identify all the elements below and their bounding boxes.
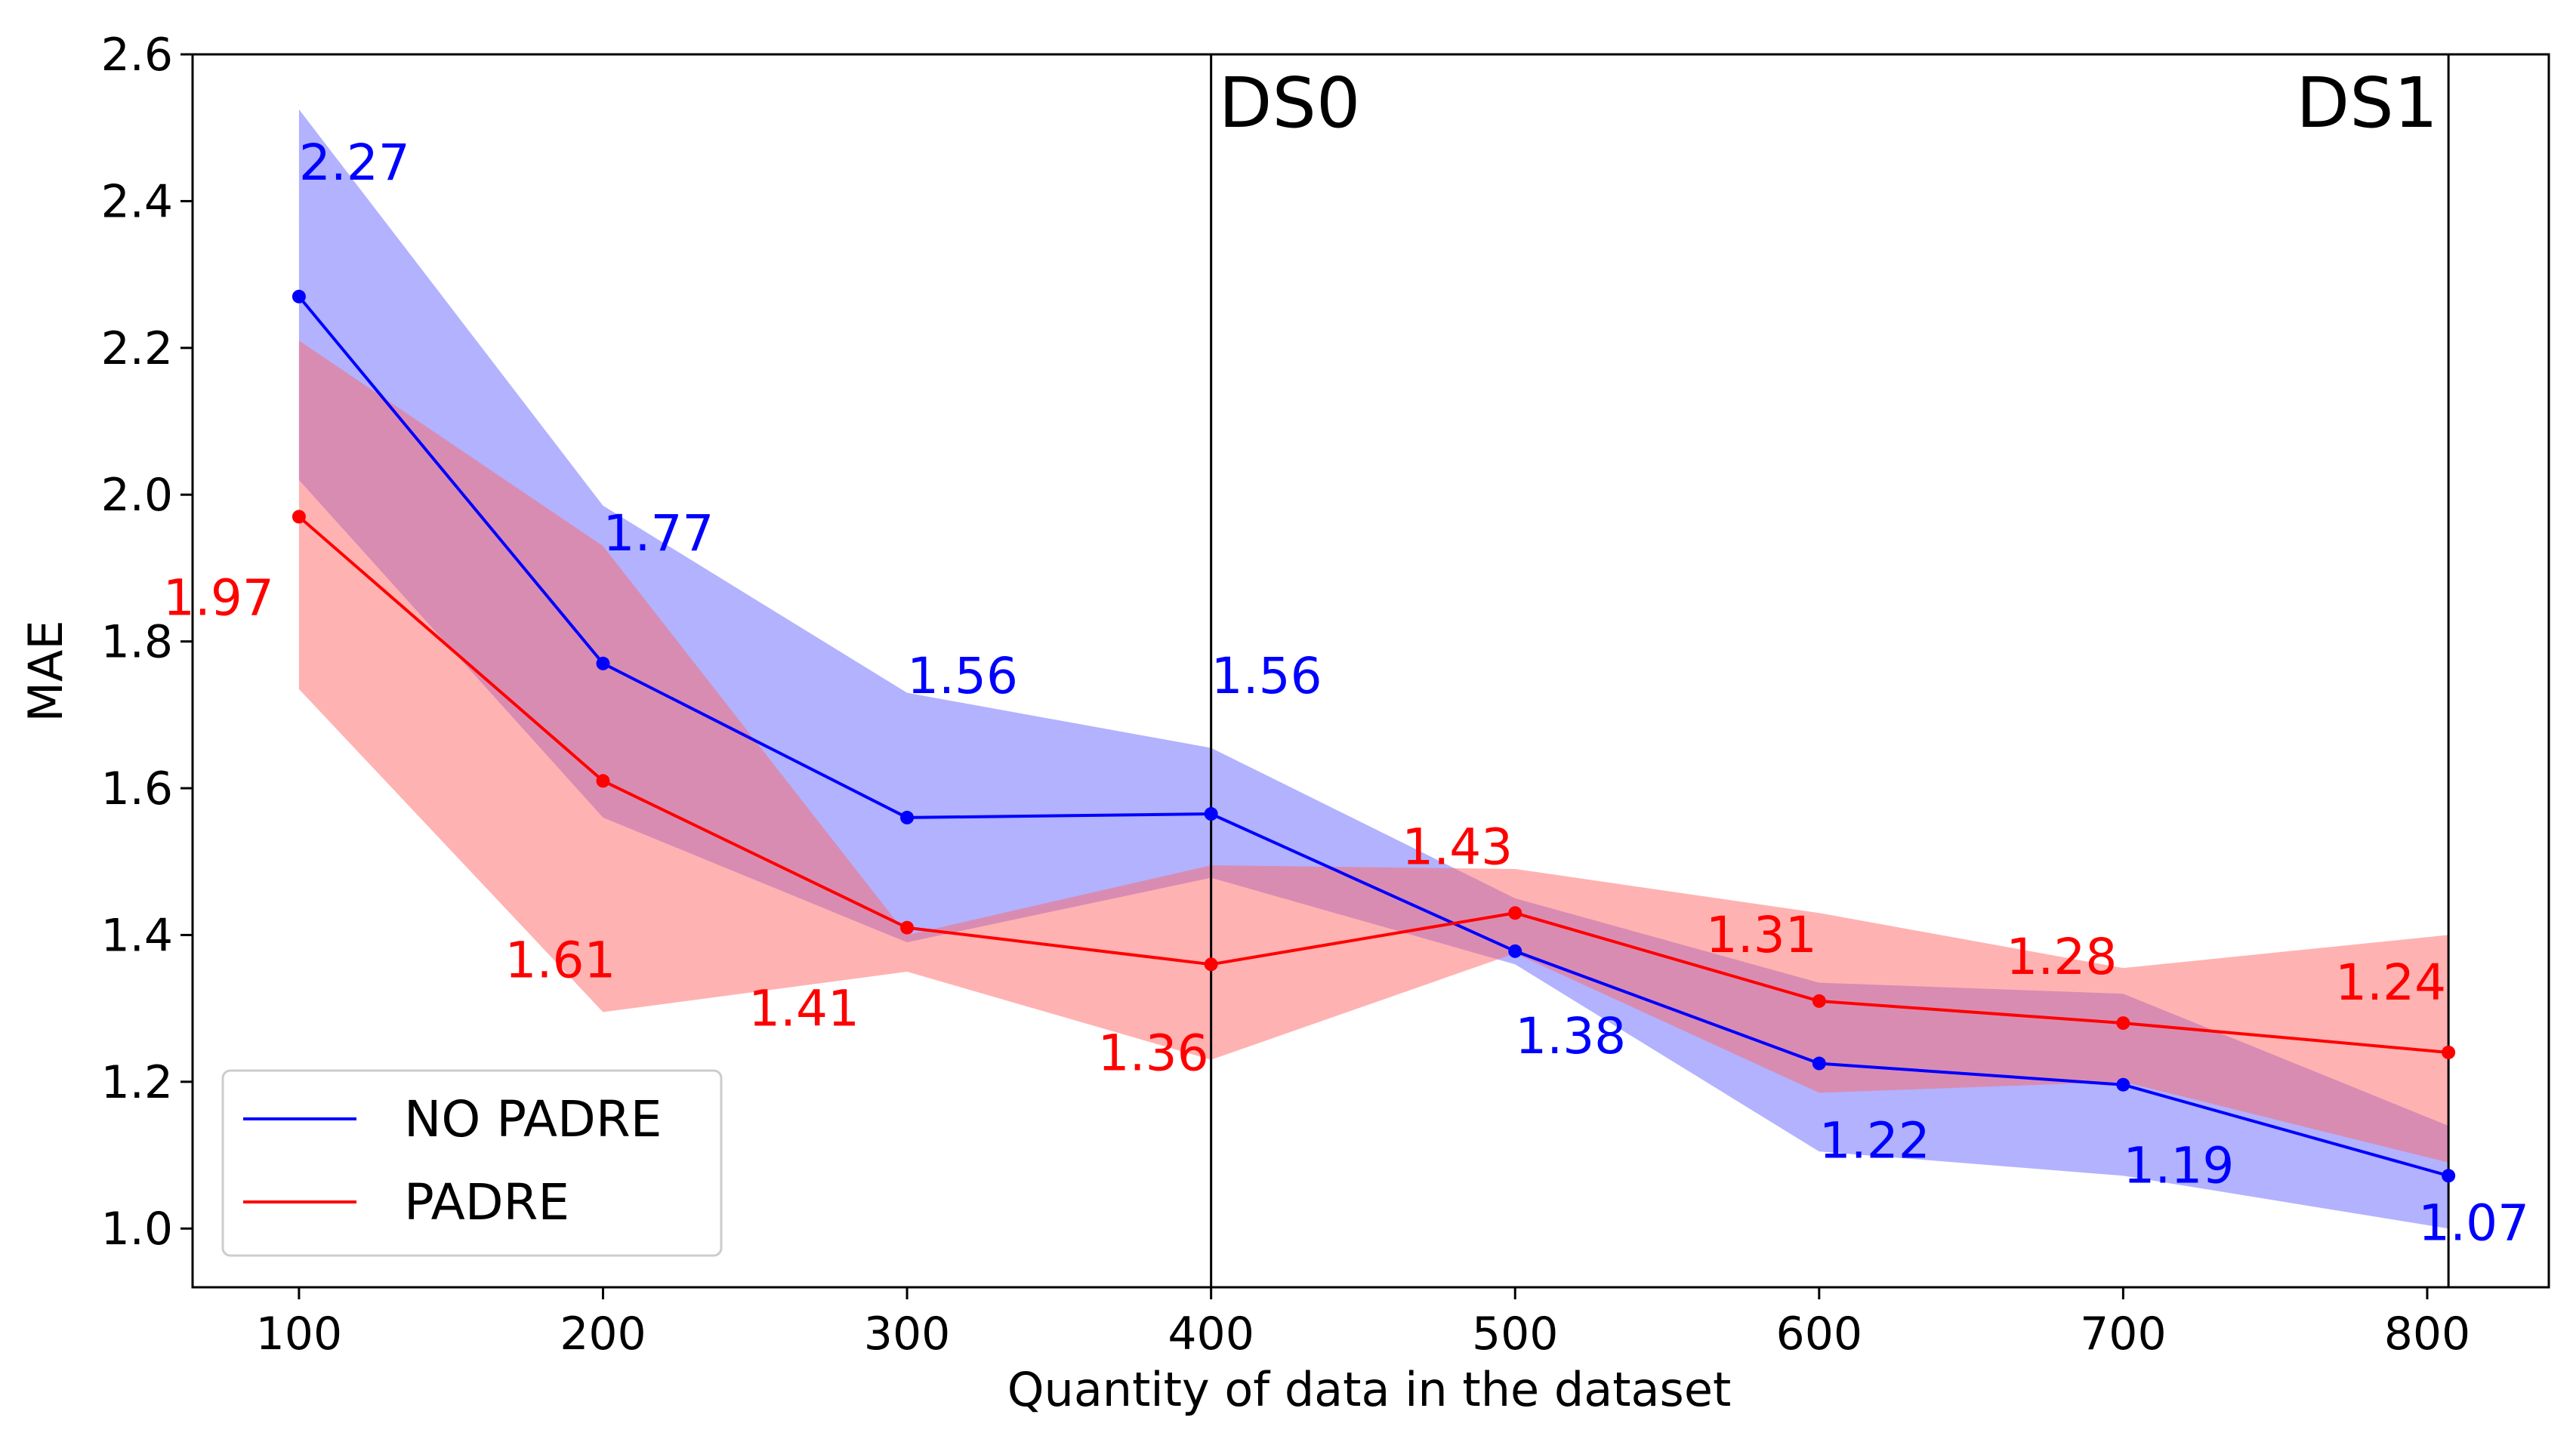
y-tick-label-4: 1.8 bbox=[101, 616, 173, 669]
series-1-point-5 bbox=[1812, 994, 1826, 1008]
y-tick-label-2: 1.4 bbox=[101, 909, 173, 962]
series-0-data-label-6: 1.19 bbox=[2123, 1137, 2234, 1195]
series-1-point-1 bbox=[596, 774, 610, 788]
series-1-data-label-4: 1.43 bbox=[1402, 818, 1513, 876]
series-1-band bbox=[298, 341, 2449, 1163]
reference-label-ds1: DS1 bbox=[2296, 63, 2438, 143]
reference-label-ds0: DS0 bbox=[1219, 63, 1361, 143]
legend-box bbox=[221, 1069, 723, 1257]
y-tick-label-3: 1.6 bbox=[101, 763, 173, 815]
x-tick-label-1: 200 bbox=[560, 1308, 646, 1361]
series-0-point-1 bbox=[596, 656, 610, 670]
series-0-point-6 bbox=[2116, 1077, 2130, 1092]
x-tick-label-3: 400 bbox=[1168, 1308, 1254, 1361]
series-1-data-label-2: 1.41 bbox=[748, 980, 859, 1038]
series-0-data-label-0: 2.27 bbox=[299, 134, 410, 192]
series-1-point-3 bbox=[1204, 957, 1218, 972]
x-tick-label-0: 100 bbox=[256, 1308, 343, 1361]
series-1-data-label-5: 1.31 bbox=[1706, 906, 1817, 964]
plot-frame bbox=[191, 53, 2550, 1289]
x-axis-ticks: 100 200 300 400 500 600 700 800 bbox=[256, 1287, 2471, 1361]
series-0-point-7 bbox=[2442, 1169, 2456, 1183]
x-axis-title: Quantity of data in the dataset bbox=[1007, 1362, 1732, 1417]
series-1-data-label-1: 1.61 bbox=[504, 931, 615, 989]
series-0-data-label-4: 1.38 bbox=[1515, 1007, 1626, 1065]
series-lines bbox=[292, 289, 2456, 1183]
x-tick-label-4: 500 bbox=[1472, 1308, 1559, 1361]
legend-label-0: NO PADRE bbox=[404, 1090, 662, 1148]
data-labels: 2.27 1.77 1.56 1.56 1.38 1.22 1.19 1.07 1.97 1.61… bbox=[163, 134, 2529, 1252]
series-0-data-label-5: 1.22 bbox=[1819, 1112, 1930, 1170]
series-1-line bbox=[298, 515, 2449, 1054]
y-tick-label-5: 2.0 bbox=[101, 469, 173, 522]
confidence-bands bbox=[298, 109, 2449, 1229]
series-1-point-2 bbox=[900, 920, 915, 935]
series-1-data-label-0: 1.97 bbox=[163, 569, 274, 627]
series-1-data-label-7: 1.24 bbox=[2335, 954, 2446, 1012]
y-tick-label-0: 1.0 bbox=[101, 1203, 173, 1256]
series-1-point-6 bbox=[2116, 1016, 2130, 1031]
x-tick-label-6: 700 bbox=[2080, 1308, 2167, 1361]
y-tick-label-7: 2.4 bbox=[101, 175, 173, 228]
series-0-point-5 bbox=[1812, 1056, 1826, 1071]
x-tick-label-2: 300 bbox=[864, 1308, 951, 1361]
y-axis-title: MAE bbox=[18, 620, 73, 722]
y-axis-ticks: 1.0 1.2 1.4 1.6 1.8 2.0 2.2 2.4 2.6 bbox=[101, 29, 193, 1256]
legend: NO PADRE PADRE bbox=[221, 1069, 723, 1257]
series-1-data-label-3: 1.36 bbox=[1098, 1024, 1209, 1082]
y-tick-label-8: 2.6 bbox=[101, 29, 173, 82]
series-0-point-3 bbox=[1204, 807, 1218, 821]
series-1-point-4 bbox=[1508, 906, 1522, 920]
y-tick-label-1: 1.2 bbox=[101, 1056, 173, 1109]
series-0-data-label-1: 1.77 bbox=[603, 504, 714, 562]
series-0-line bbox=[298, 295, 2449, 1178]
series-0-point-2 bbox=[900, 810, 915, 824]
series-0-point-4 bbox=[1508, 944, 1522, 958]
reference-lines: DS0 DS1 bbox=[1210, 54, 2450, 1287]
x-tick-label-7: 800 bbox=[2384, 1308, 2471, 1361]
series-1-data-label-6: 1.28 bbox=[2006, 928, 2117, 986]
x-tick-label-5: 600 bbox=[1776, 1308, 1863, 1361]
series-0-data-label-7: 1.07 bbox=[2418, 1194, 2529, 1252]
series-0-data-label-2: 1.56 bbox=[907, 647, 1018, 705]
series-0-data-label-3: 1.56 bbox=[1211, 647, 1322, 705]
series-1-point-7 bbox=[2442, 1045, 2456, 1059]
y-tick-label-6: 2.2 bbox=[101, 322, 173, 375]
series-0-point-0 bbox=[292, 289, 306, 304]
series-1-point-0 bbox=[292, 510, 306, 524]
legend-label-1: PADRE bbox=[404, 1173, 569, 1231]
